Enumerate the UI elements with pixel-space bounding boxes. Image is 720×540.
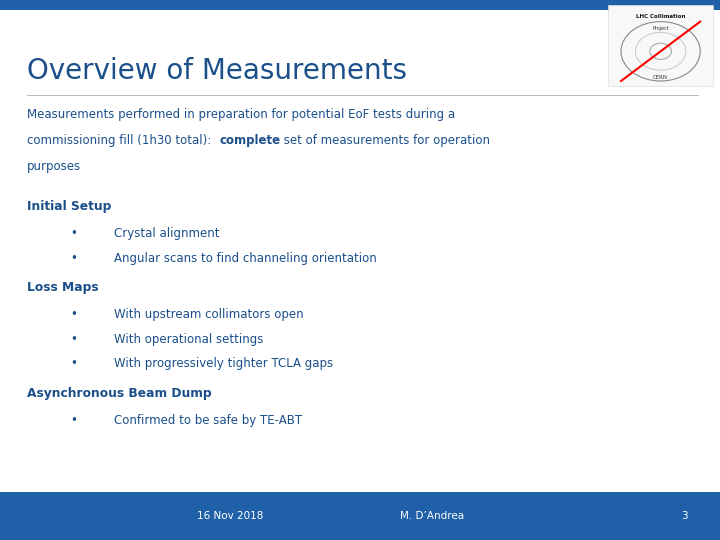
Text: Asynchronous Beam Dump: Asynchronous Beam Dump bbox=[27, 387, 212, 400]
Text: Loss Maps: Loss Maps bbox=[27, 281, 99, 294]
Text: commissioning fill (1h30 total):: commissioning fill (1h30 total): bbox=[27, 134, 219, 147]
Text: Project: Project bbox=[652, 26, 669, 31]
Text: 3: 3 bbox=[680, 511, 688, 521]
FancyBboxPatch shape bbox=[0, 0, 720, 10]
Text: •: • bbox=[71, 333, 78, 346]
Text: LHC Collimation: LHC Collimation bbox=[636, 14, 685, 18]
Text: Crystal alignment: Crystal alignment bbox=[114, 227, 220, 240]
Text: Confirmed to be safe by TE-ABT: Confirmed to be safe by TE-ABT bbox=[114, 414, 302, 427]
Text: complete: complete bbox=[219, 134, 280, 147]
Text: 16 Nov 2018: 16 Nov 2018 bbox=[197, 511, 264, 521]
Text: CERN: CERN bbox=[653, 75, 668, 80]
Text: Measurements performed in preparation for potential EoF tests during a: Measurements performed in preparation fo… bbox=[27, 108, 456, 121]
Text: •: • bbox=[71, 308, 78, 321]
Text: •: • bbox=[71, 252, 78, 265]
FancyBboxPatch shape bbox=[608, 5, 713, 86]
Text: Angular scans to find channeling orientation: Angular scans to find channeling orienta… bbox=[114, 252, 377, 265]
Text: With progressively tighter TCLA gaps: With progressively tighter TCLA gaps bbox=[114, 357, 333, 370]
FancyBboxPatch shape bbox=[0, 492, 720, 540]
Text: With upstream collimators open: With upstream collimators open bbox=[114, 308, 303, 321]
Text: set of measurements for operation: set of measurements for operation bbox=[280, 134, 490, 147]
Text: •: • bbox=[71, 227, 78, 240]
Text: purposes: purposes bbox=[27, 160, 81, 173]
Text: Initial Setup: Initial Setup bbox=[27, 200, 112, 213]
Text: M. D’Andrea: M. D’Andrea bbox=[400, 511, 464, 521]
Text: •: • bbox=[71, 414, 78, 427]
Text: •: • bbox=[71, 357, 78, 370]
Text: Overview of Measurements: Overview of Measurements bbox=[27, 57, 408, 85]
Text: With operational settings: With operational settings bbox=[114, 333, 263, 346]
